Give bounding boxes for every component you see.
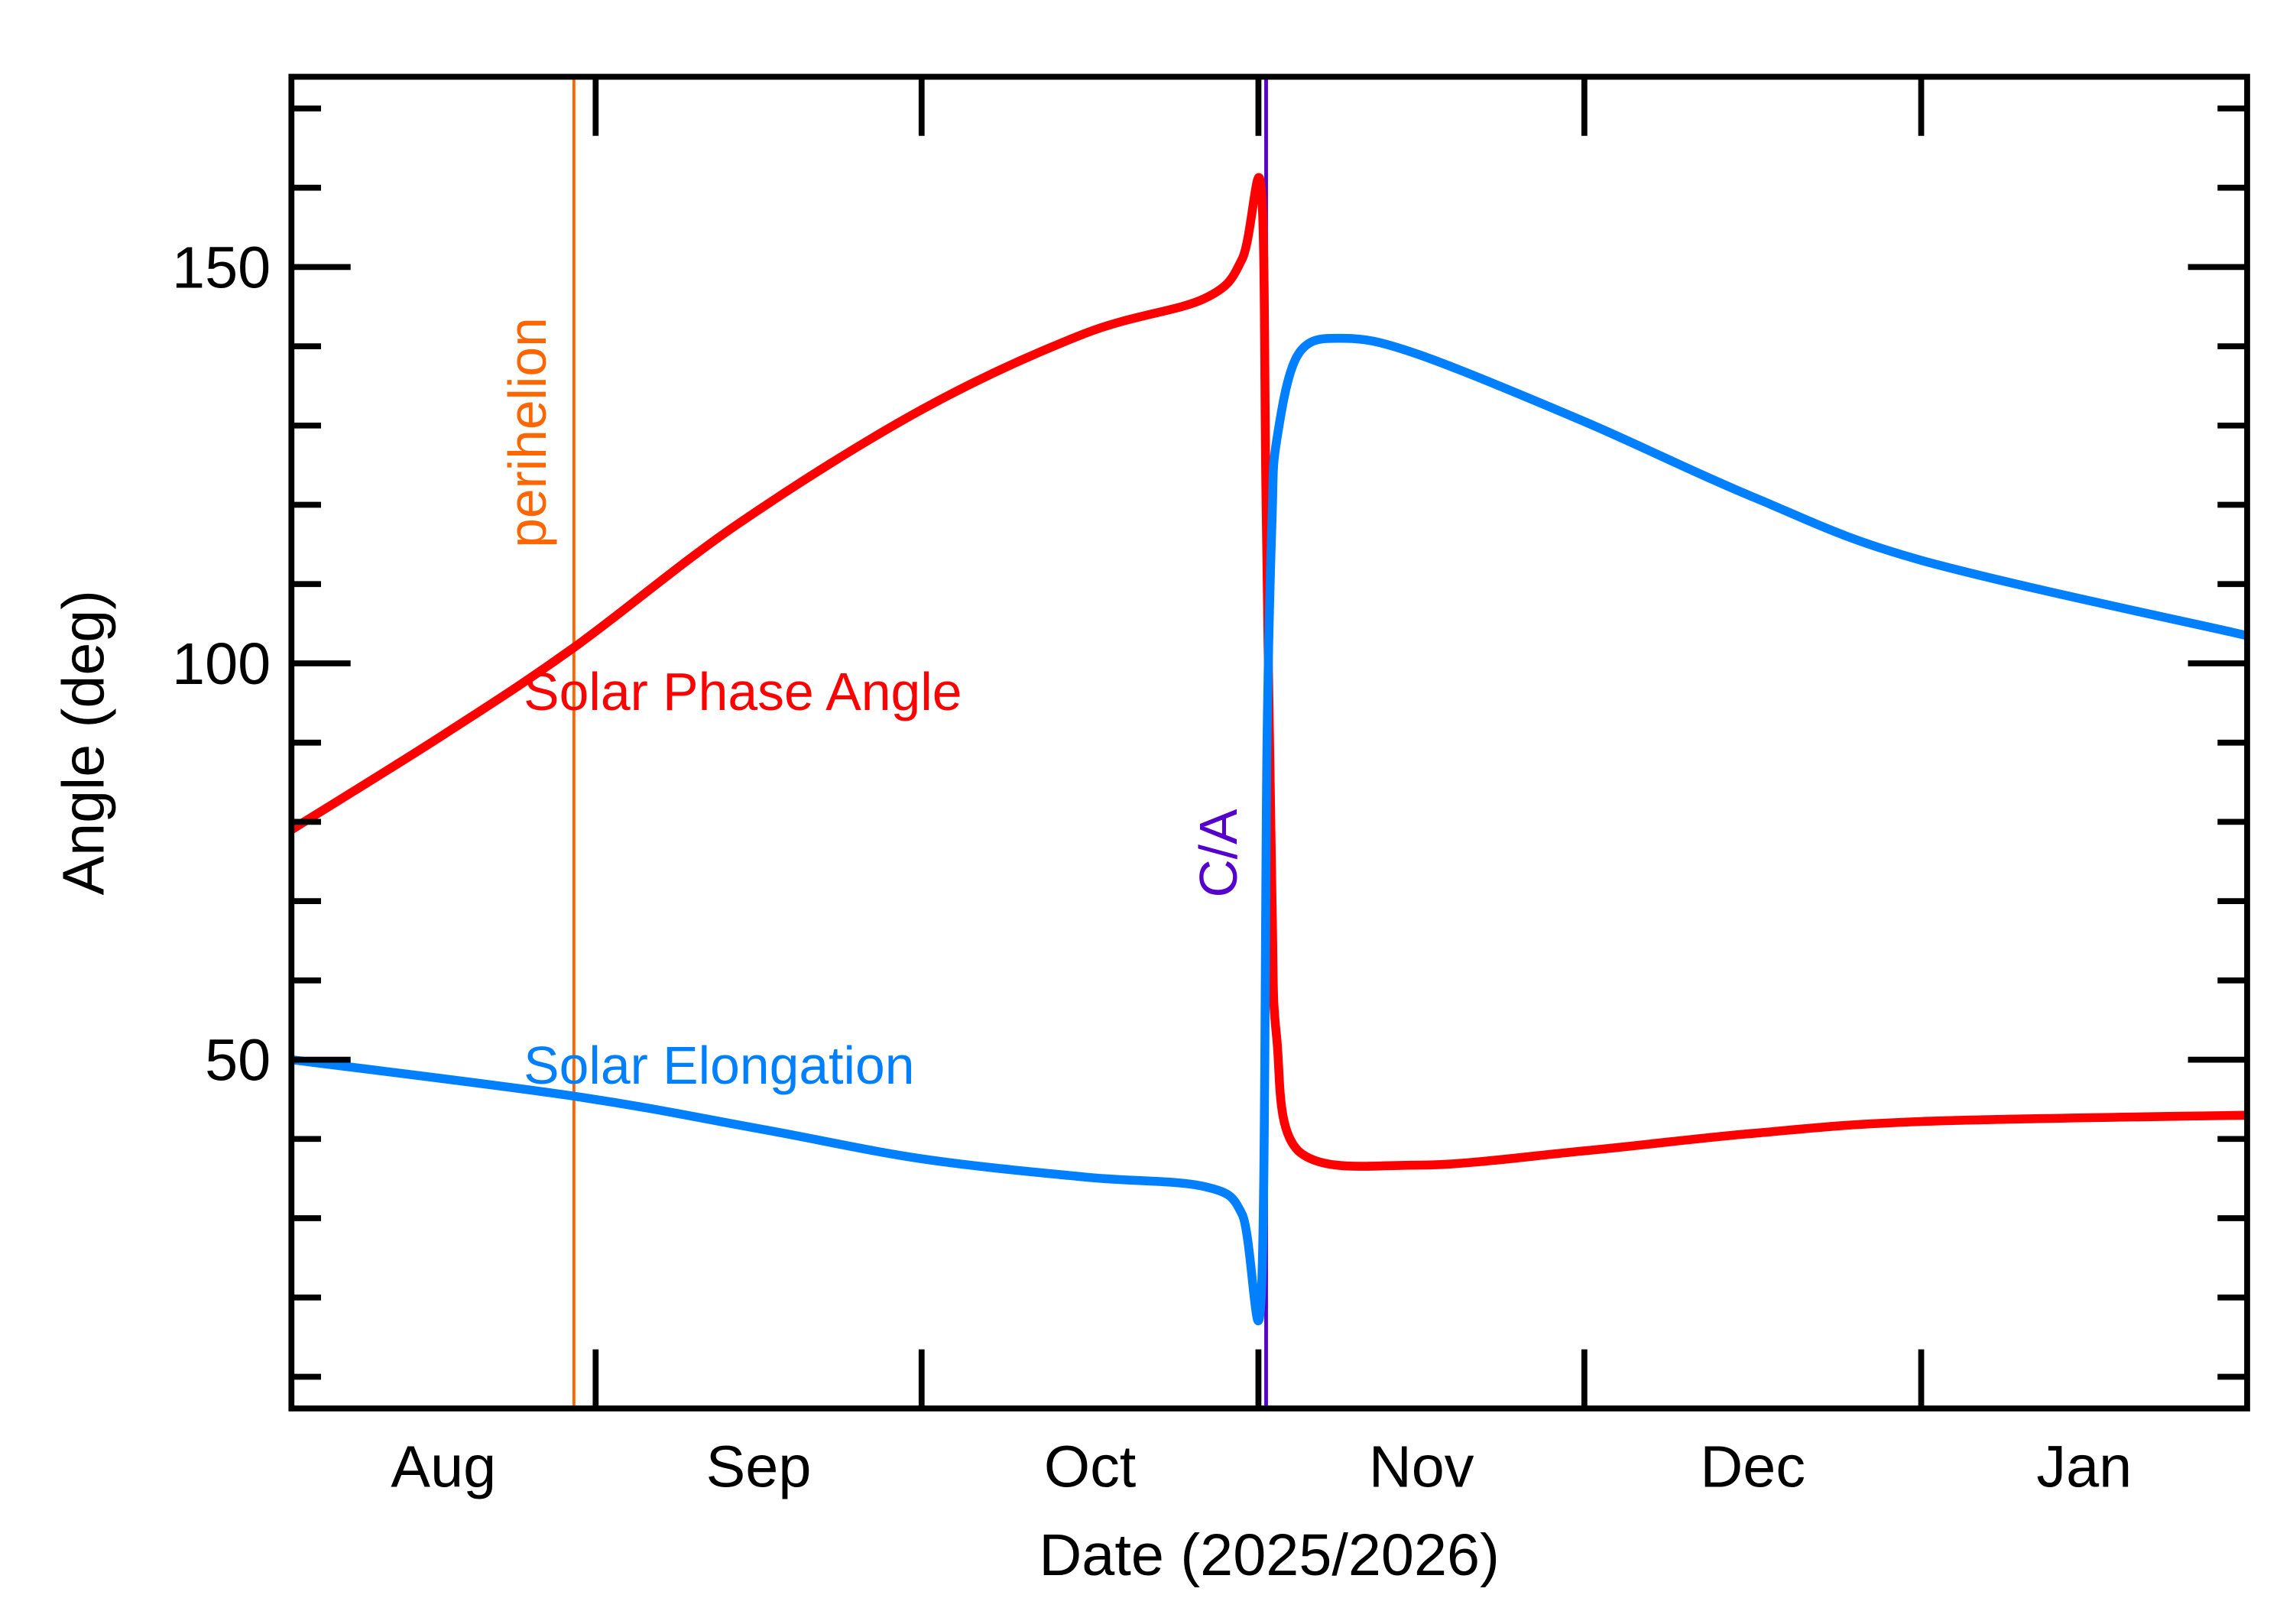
axis-ticks: 50 100 150 Aug Sep Oct Nov Dec Jan (172, 76, 2247, 1499)
series-line-elongation (290, 333, 2249, 1326)
series-label-elongation: Solar Elongation (524, 1036, 914, 1095)
x-tick-label: Dec (1700, 1434, 1805, 1499)
y-tick-label: 100 (172, 631, 271, 697)
series-label-phase-angle: Solar Phase Angle (524, 662, 962, 721)
x-tick-label: Oct (1044, 1434, 1136, 1499)
y-tick-label: 50 (205, 1028, 271, 1094)
x-tick-label: Sep (706, 1434, 812, 1499)
x-tick-label: Nov (1369, 1434, 1474, 1499)
ca-label: C/A (1189, 809, 1248, 897)
perihelion-label: perihelion (498, 317, 557, 548)
series-line-phase-angle (289, 173, 2248, 1171)
y-tick-label: 150 (172, 235, 271, 300)
y-axis-label: Angle (deg) (50, 590, 116, 895)
x-tick-label: Jan (2036, 1434, 2132, 1499)
chart-marks (289, 76, 2249, 1408)
x-tick-label: Aug (391, 1434, 496, 1499)
x-axis-label: Date (2025/2026) (1039, 1522, 1499, 1588)
